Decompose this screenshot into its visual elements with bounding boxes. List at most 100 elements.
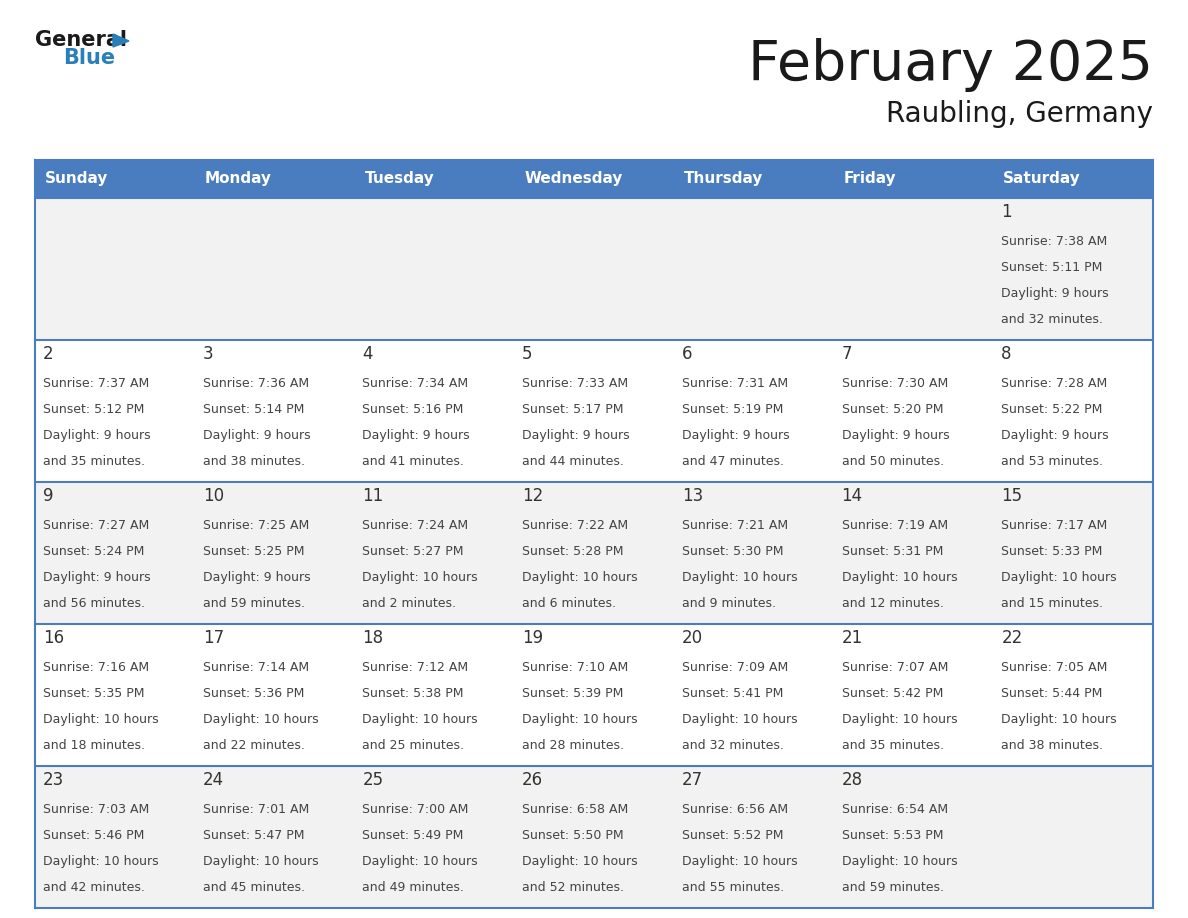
Text: Daylight: 10 hours: Daylight: 10 hours [523, 855, 638, 868]
Text: Daylight: 10 hours: Daylight: 10 hours [682, 855, 797, 868]
Text: 21: 21 [841, 629, 862, 647]
Text: Raubling, Germany: Raubling, Germany [886, 100, 1154, 128]
Text: Sunrise: 7:24 AM: Sunrise: 7:24 AM [362, 520, 468, 532]
Text: Sunset: 5:30 PM: Sunset: 5:30 PM [682, 545, 783, 558]
Text: 19: 19 [523, 629, 543, 647]
Text: 22: 22 [1001, 629, 1023, 647]
Text: and 28 minutes.: and 28 minutes. [523, 739, 624, 752]
Text: Sunset: 5:44 PM: Sunset: 5:44 PM [1001, 688, 1102, 700]
Text: Daylight: 10 hours: Daylight: 10 hours [841, 571, 958, 584]
Text: Sunset: 5:14 PM: Sunset: 5:14 PM [203, 403, 304, 416]
Text: 5: 5 [523, 345, 532, 364]
Text: Daylight: 10 hours: Daylight: 10 hours [1001, 713, 1117, 726]
Text: Daylight: 9 hours: Daylight: 9 hours [43, 429, 151, 442]
Text: Sunset: 5:52 PM: Sunset: 5:52 PM [682, 829, 783, 842]
Text: and 56 minutes.: and 56 minutes. [43, 597, 145, 610]
Text: 16: 16 [43, 629, 64, 647]
Text: 27: 27 [682, 771, 703, 789]
Text: Daylight: 10 hours: Daylight: 10 hours [682, 571, 797, 584]
Text: and 35 minutes.: and 35 minutes. [841, 739, 943, 752]
Text: 23: 23 [43, 771, 64, 789]
Text: and 12 minutes.: and 12 minutes. [841, 597, 943, 610]
Text: Sunset: 5:27 PM: Sunset: 5:27 PM [362, 545, 465, 558]
Text: Sunset: 5:47 PM: Sunset: 5:47 PM [203, 829, 304, 842]
Bar [195, 160, 354, 198]
Text: Wednesday: Wednesday [524, 172, 623, 186]
Bar [195, 766, 354, 908]
Text: Daylight: 9 hours: Daylight: 9 hours [682, 429, 790, 442]
Bar [834, 198, 993, 340]
Bar [993, 766, 1154, 908]
Text: Daylight: 10 hours: Daylight: 10 hours [682, 713, 797, 726]
Text: 15: 15 [1001, 487, 1023, 505]
Text: 8: 8 [1001, 345, 1012, 364]
Text: Sunset: 5:25 PM: Sunset: 5:25 PM [203, 545, 304, 558]
Bar [993, 198, 1154, 340]
Text: General: General [34, 30, 127, 50]
Text: Sunrise: 7:37 AM: Sunrise: 7:37 AM [43, 377, 150, 390]
Text: Sunrise: 7:16 AM: Sunrise: 7:16 AM [43, 661, 150, 675]
Text: Sunset: 5:17 PM: Sunset: 5:17 PM [523, 403, 624, 416]
Text: Sunrise: 7:31 AM: Sunrise: 7:31 AM [682, 377, 788, 390]
Text: Monday: Monday [204, 172, 272, 186]
Text: and 44 minutes.: and 44 minutes. [523, 454, 624, 468]
Text: 20: 20 [682, 629, 703, 647]
Bar [993, 482, 1154, 624]
Text: Sunset: 5:33 PM: Sunset: 5:33 PM [1001, 545, 1102, 558]
Text: Daylight: 9 hours: Daylight: 9 hours [1001, 429, 1108, 442]
Text: and 15 minutes.: and 15 minutes. [1001, 597, 1104, 610]
Text: 7: 7 [841, 345, 852, 364]
Bar [34, 340, 195, 482]
Text: Daylight: 10 hours: Daylight: 10 hours [203, 855, 318, 868]
Bar [514, 624, 674, 766]
Text: and 59 minutes.: and 59 minutes. [841, 881, 943, 894]
Text: 14: 14 [841, 487, 862, 505]
Bar [993, 340, 1154, 482]
Text: Sunset: 5:50 PM: Sunset: 5:50 PM [523, 829, 624, 842]
Text: Tuesday: Tuesday [365, 172, 434, 186]
Text: Sunrise: 7:21 AM: Sunrise: 7:21 AM [682, 520, 788, 532]
Text: Sunset: 5:16 PM: Sunset: 5:16 PM [362, 403, 463, 416]
Text: and 59 minutes.: and 59 minutes. [203, 597, 304, 610]
Text: 11: 11 [362, 487, 384, 505]
Text: and 52 minutes.: and 52 minutes. [523, 881, 624, 894]
Text: Sunrise: 7:12 AM: Sunrise: 7:12 AM [362, 661, 468, 675]
Text: Sunrise: 7:17 AM: Sunrise: 7:17 AM [1001, 520, 1107, 532]
Text: Sunset: 5:46 PM: Sunset: 5:46 PM [43, 829, 145, 842]
Text: Sunset: 5:24 PM: Sunset: 5:24 PM [43, 545, 145, 558]
Bar [514, 198, 674, 340]
Bar [834, 766, 993, 908]
Text: 3: 3 [203, 345, 214, 364]
Bar [514, 160, 674, 198]
Text: Sunrise: 7:22 AM: Sunrise: 7:22 AM [523, 520, 628, 532]
Bar [195, 482, 354, 624]
Text: Sunrise: 7:03 AM: Sunrise: 7:03 AM [43, 803, 150, 816]
Text: Sunrise: 6:54 AM: Sunrise: 6:54 AM [841, 803, 948, 816]
Text: Daylight: 9 hours: Daylight: 9 hours [203, 429, 310, 442]
Bar [674, 160, 834, 198]
Bar [514, 340, 674, 482]
Bar [674, 340, 834, 482]
Text: Sunset: 5:49 PM: Sunset: 5:49 PM [362, 829, 463, 842]
Polygon shape [113, 34, 129, 47]
Text: Sunset: 5:36 PM: Sunset: 5:36 PM [203, 688, 304, 700]
Text: Friday: Friday [843, 172, 896, 186]
Text: 12: 12 [523, 487, 543, 505]
Bar [195, 198, 354, 340]
Text: and 35 minutes.: and 35 minutes. [43, 454, 145, 468]
Bar [34, 624, 195, 766]
Text: 10: 10 [203, 487, 223, 505]
Bar [354, 160, 514, 198]
Text: and 47 minutes.: and 47 minutes. [682, 454, 784, 468]
Bar [674, 482, 834, 624]
Text: Sunset: 5:11 PM: Sunset: 5:11 PM [1001, 262, 1102, 274]
Text: and 42 minutes.: and 42 minutes. [43, 881, 145, 894]
Text: Daylight: 10 hours: Daylight: 10 hours [43, 855, 159, 868]
Bar [34, 198, 195, 340]
Text: Sunrise: 6:56 AM: Sunrise: 6:56 AM [682, 803, 788, 816]
Text: 1: 1 [1001, 203, 1012, 221]
Text: 18: 18 [362, 629, 384, 647]
Text: and 53 minutes.: and 53 minutes. [1001, 454, 1104, 468]
Text: and 18 minutes.: and 18 minutes. [43, 739, 145, 752]
Bar [674, 766, 834, 908]
